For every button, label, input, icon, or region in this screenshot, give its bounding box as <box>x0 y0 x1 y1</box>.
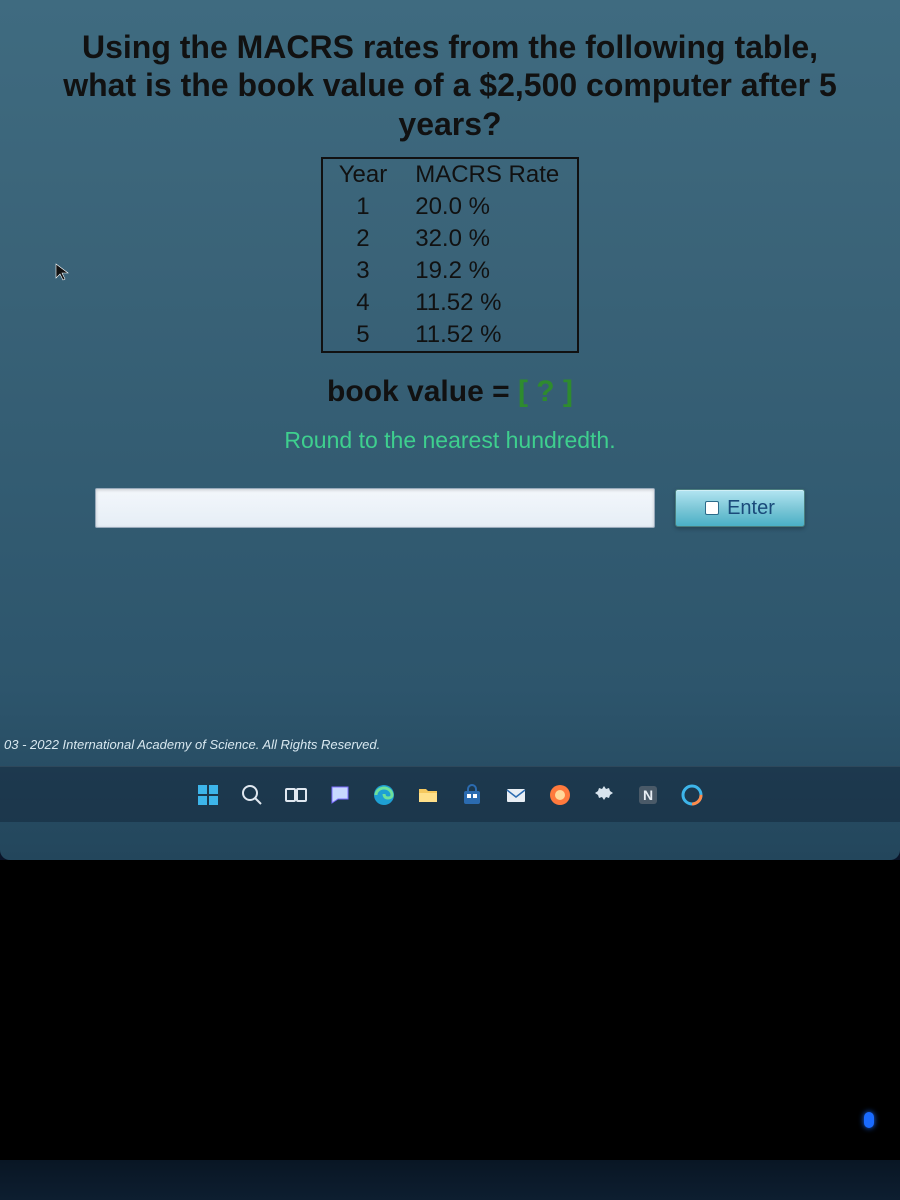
question-text: Using the MACRS rates from the following… <box>14 28 886 143</box>
table-row: 4 11.52 % <box>322 287 579 319</box>
table-row: 5 11.52 % <box>322 319 579 352</box>
monitor-bezel-bottom <box>0 1160 900 1200</box>
enter-button[interactable]: Enter <box>675 489 805 527</box>
table-cell-rate: 11.52 % <box>403 319 578 352</box>
store-icon[interactable] <box>458 781 486 809</box>
svg-text:N: N <box>643 787 653 803</box>
macrs-table: Year MACRS Rate 1 20.0 % 2 32.0 % 3 19.2… <box>321 157 580 353</box>
app-screen: Using the MACRS rates from the following… <box>0 0 900 860</box>
table-cell-year: 3 <box>322 255 404 287</box>
table-cell-year: 5 <box>322 319 404 352</box>
question-line-1: Using the MACRS rates from the following… <box>82 29 818 65</box>
question-line-2: what is the book value of a $2,500 compu… <box>63 67 837 103</box>
book-value-prompt: book value = [ ? ] <box>14 375 886 409</box>
search-icon[interactable] <box>238 781 266 809</box>
chat-icon[interactable] <box>326 781 354 809</box>
task-view-icon[interactable] <box>282 781 310 809</box>
enter-button-label: Enter <box>727 497 775 520</box>
question-panel: Using the MACRS rates from the following… <box>0 0 900 528</box>
file-explorer-icon[interactable] <box>414 781 442 809</box>
table-header-year: Year <box>322 158 404 191</box>
edge-icon[interactable] <box>370 781 398 809</box>
table-cell-rate: 20.0 % <box>403 191 578 223</box>
desk-black-area <box>0 860 900 1200</box>
mail-icon[interactable] <box>502 781 530 809</box>
table-cell-rate: 32.0 % <box>403 223 578 255</box>
table-header-row: Year MACRS Rate <box>322 158 579 191</box>
answer-input[interactable] <box>95 488 655 528</box>
book-value-prefix: book value = <box>327 375 518 408</box>
app-n-icon[interactable]: N <box>634 781 662 809</box>
table-header-rate: MACRS Rate <box>403 158 578 191</box>
start-icon[interactable] <box>194 781 222 809</box>
question-line-3: years? <box>398 106 501 142</box>
table-cell-year: 4 <box>322 287 404 319</box>
table-row: 2 32.0 % <box>322 223 579 255</box>
book-value-blank: [ ? ] <box>518 375 573 408</box>
taskbar: N <box>0 766 900 822</box>
table-row: 3 19.2 % <box>322 255 579 287</box>
table-cell-rate: 11.52 % <box>403 287 578 319</box>
table-cell-rate: 19.2 % <box>403 255 578 287</box>
table-cell-year: 1 <box>322 191 404 223</box>
rounding-instruction: Round to the nearest hundredth. <box>14 427 886 454</box>
table-row: 1 20.0 % <box>322 191 579 223</box>
power-led-icon <box>864 1112 874 1128</box>
cortana-icon[interactable] <box>678 781 706 809</box>
browser-icon[interactable] <box>546 781 574 809</box>
checkbox-icon <box>705 501 719 515</box>
table-cell-year: 2 <box>322 223 404 255</box>
settings-icon[interactable] <box>590 781 618 809</box>
answer-row: Enter <box>14 488 886 528</box>
copyright-text: 03 - 2022 International Academy of Scien… <box>0 737 380 752</box>
